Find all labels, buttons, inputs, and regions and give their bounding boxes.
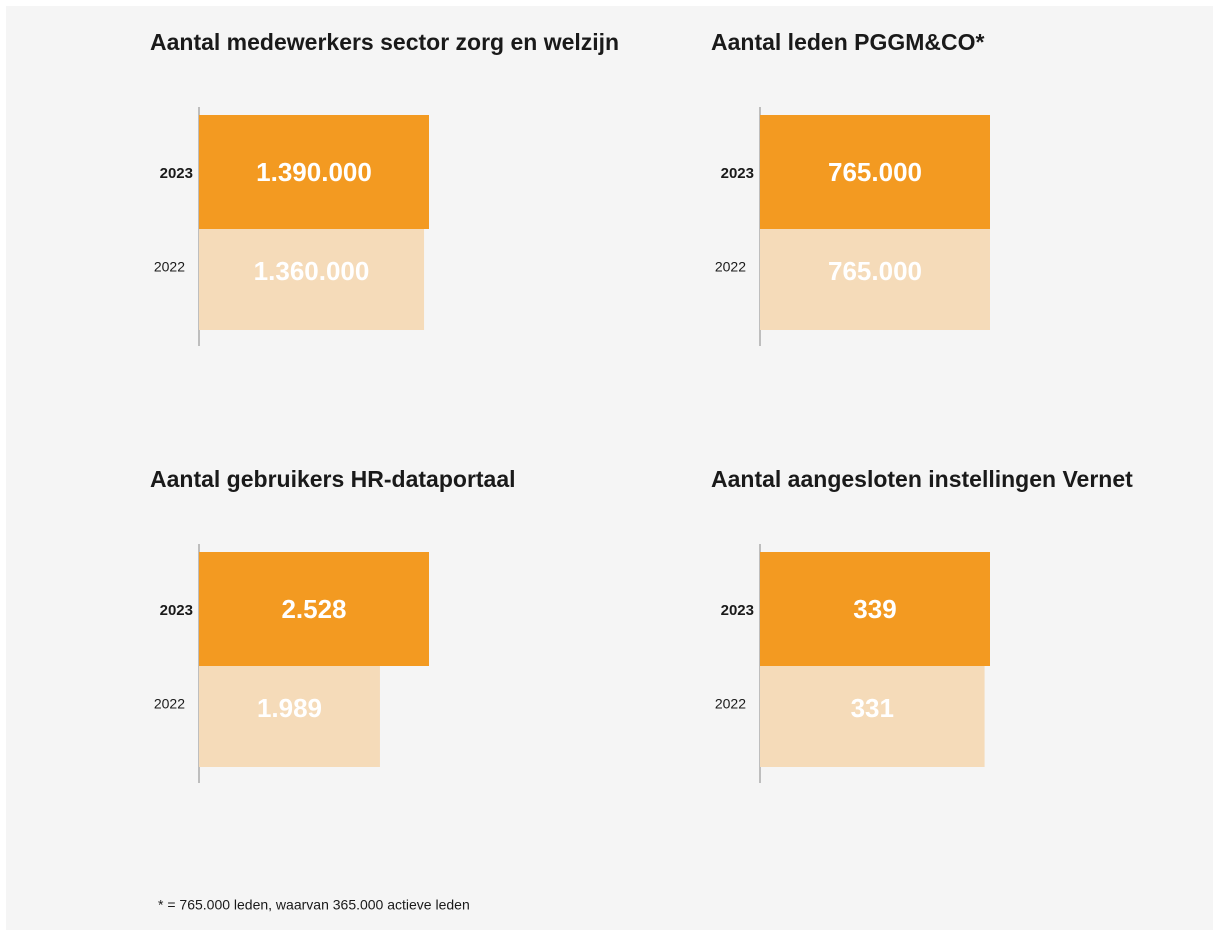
bar — [199, 653, 380, 767]
chart-title: Aantal medewerkers sector zorg en welzij… — [150, 29, 619, 55]
bar — [760, 653, 985, 767]
value-label: 1.989 — [257, 693, 322, 723]
value-label: 2.528 — [281, 594, 346, 624]
category-label: 2022 — [154, 696, 185, 712]
category-label: 2022 — [715, 259, 746, 275]
footnote: * = 765.000 leden, waarvan 365.000 actie… — [158, 897, 470, 913]
value-label: 765.000 — [828, 256, 922, 286]
bar — [199, 216, 425, 330]
value-label: 765.000 — [828, 157, 922, 187]
chart-title: Aantal gebruikers HR-dataportaal — [150, 466, 516, 492]
category-label: 2022 — [154, 259, 185, 275]
value-label: 1.390.000 — [256, 157, 372, 187]
bar — [199, 115, 429, 229]
value-label: 1.360.000 — [254, 256, 370, 286]
chart-title: Aantal aangesloten instellingen Vernet — [711, 466, 1133, 492]
chart-title: Aantal leden PGGM&CO* — [711, 29, 985, 55]
category-label: 2023 — [721, 602, 754, 619]
category-label: 2023 — [160, 165, 193, 182]
bar — [199, 552, 429, 666]
category-label: 2022 — [715, 696, 746, 712]
category-label: 2023 — [721, 165, 754, 182]
category-label: 2023 — [160, 602, 193, 619]
bar — [760, 216, 990, 330]
bar — [760, 115, 990, 229]
value-label: 339 — [853, 594, 896, 624]
value-label: 331 — [851, 693, 894, 723]
bar — [760, 552, 990, 666]
